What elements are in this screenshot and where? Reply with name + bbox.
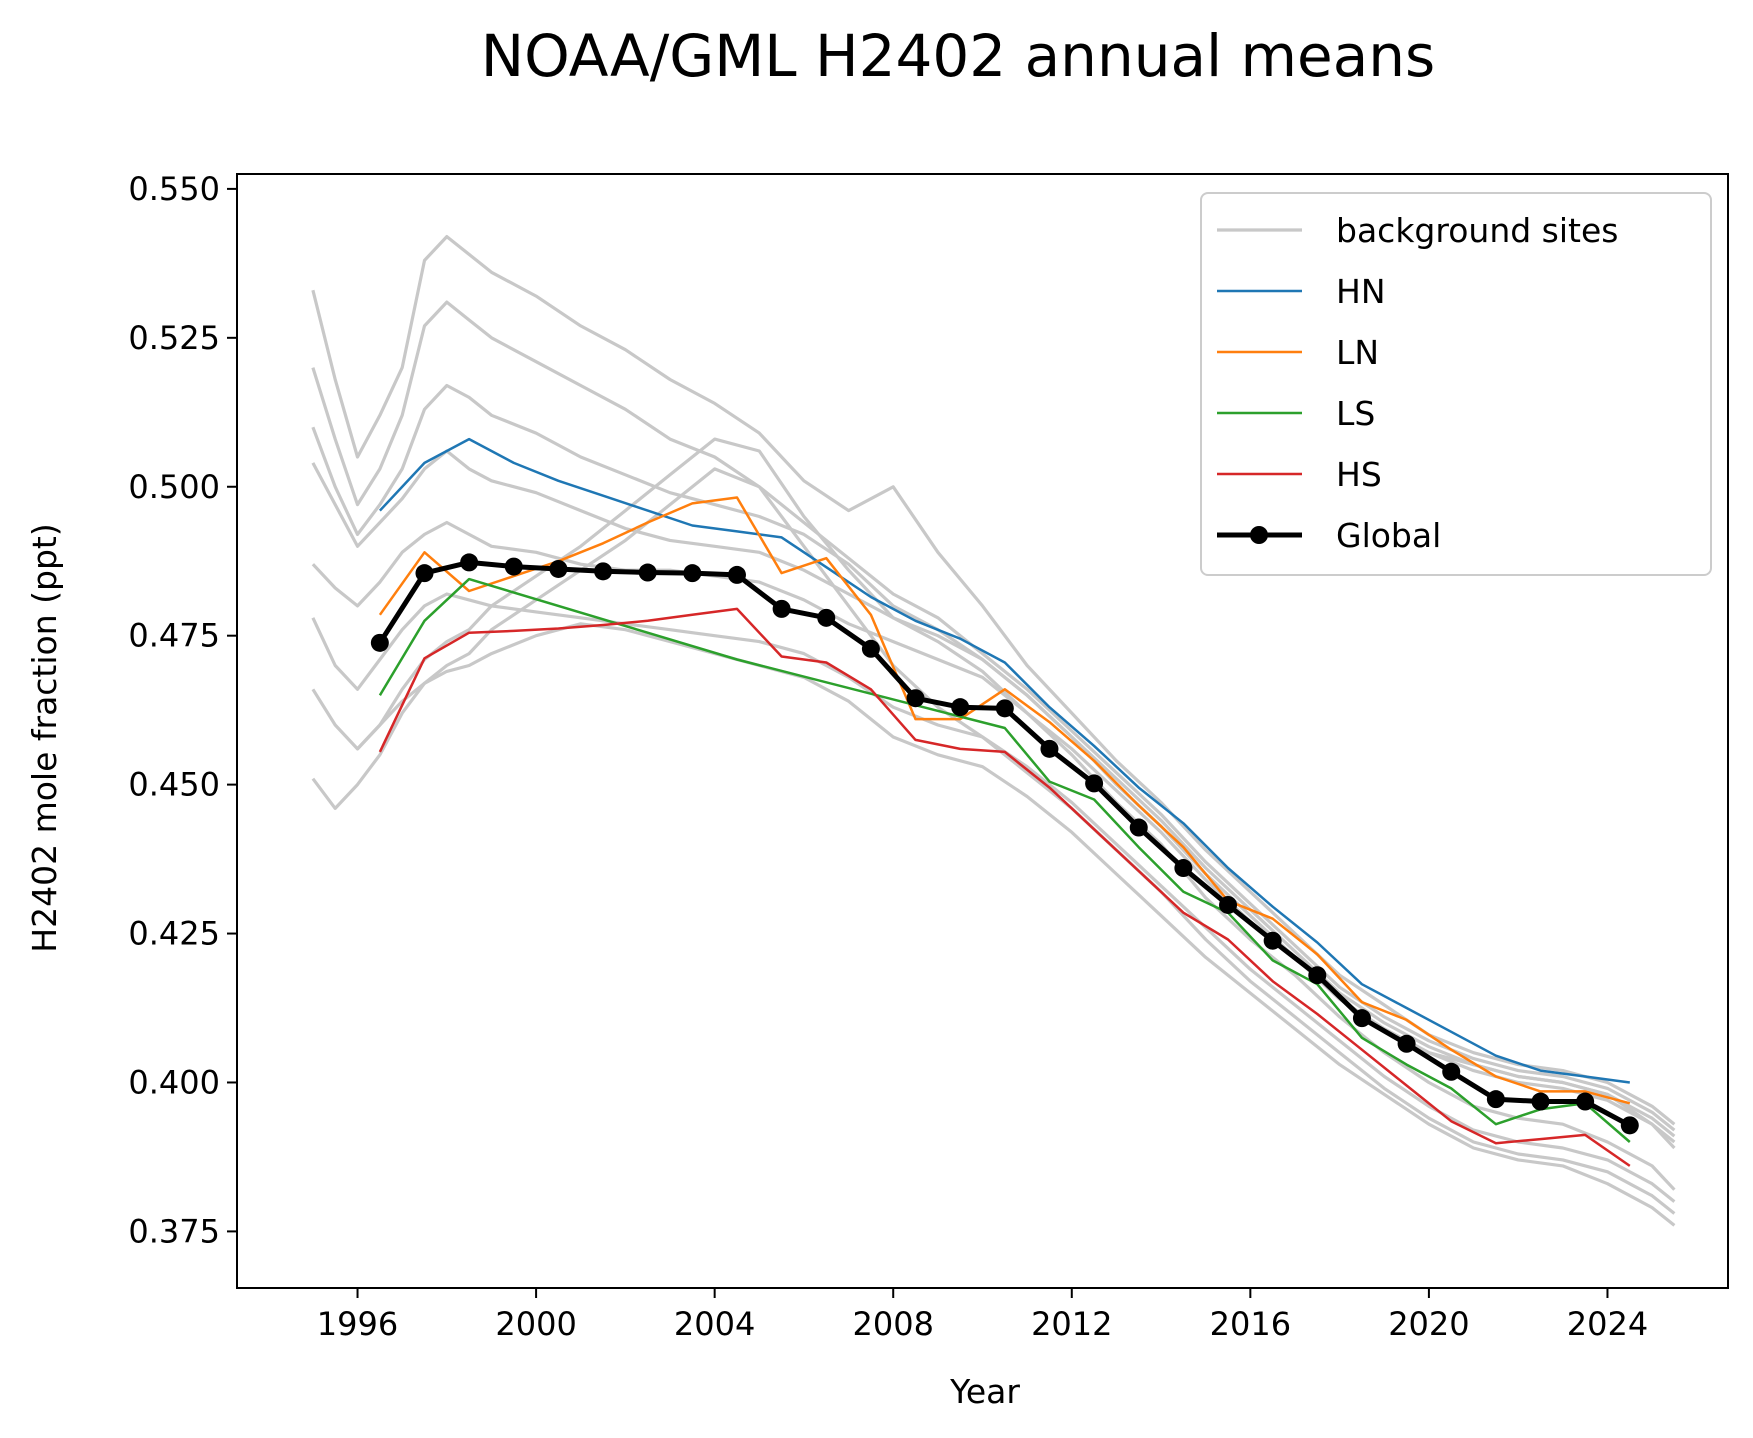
legend-label: Global xyxy=(1336,516,1441,555)
background-site-line-4 xyxy=(311,520,1676,1144)
global-point xyxy=(727,565,746,584)
chart-title: NOAA/GML H2402 annual means xyxy=(481,22,1436,90)
x-tick-label: 2000 xyxy=(495,1305,576,1343)
global-point xyxy=(638,563,657,582)
global-point xyxy=(504,557,523,576)
global-point xyxy=(861,639,880,658)
global-point xyxy=(683,564,702,583)
global-point xyxy=(1040,739,1059,758)
global-point xyxy=(1576,1092,1595,1111)
global-point xyxy=(1620,1116,1639,1135)
global-point xyxy=(1308,966,1327,985)
global-point xyxy=(1263,931,1282,950)
x-tick-label: 2012 xyxy=(1031,1305,1112,1343)
background-site-line-6 xyxy=(311,467,1676,1215)
global-point xyxy=(772,599,791,618)
global-point xyxy=(1442,1062,1461,1081)
legend-label: HS xyxy=(1336,455,1382,494)
global-point xyxy=(995,699,1014,718)
background-site-line-8 xyxy=(311,383,1676,1150)
global-point xyxy=(415,564,434,583)
global-point xyxy=(594,562,613,581)
global-point xyxy=(549,559,568,578)
y-tick-label: 0.525 xyxy=(128,319,220,357)
x-tick-label: 2024 xyxy=(1567,1305,1648,1343)
background-site-line-2 xyxy=(311,300,1676,1132)
global-point xyxy=(817,608,836,627)
x-tick-label: 2008 xyxy=(852,1305,933,1343)
background-site-line-5 xyxy=(311,437,1676,1191)
global-point xyxy=(1174,859,1193,878)
x-tick-label: 2016 xyxy=(1210,1305,1291,1343)
global-point xyxy=(1085,774,1104,793)
y-axis-ticks: 0.375 0.400 0.425 0.450 0.475 0.500 0.525 0.550 xyxy=(128,170,237,1250)
global-point xyxy=(951,698,970,717)
global-point xyxy=(1219,895,1238,914)
x-axis-label: Year xyxy=(949,1372,1020,1411)
legend: background sites HN LN LS HS Global xyxy=(1200,192,1712,576)
background-site-line-1 xyxy=(311,235,1676,1126)
legend-marker xyxy=(1250,526,1268,544)
global-point xyxy=(460,553,479,572)
global-point xyxy=(1352,1009,1371,1028)
y-tick-label: 0.400 xyxy=(128,1063,220,1101)
x-tick-label: 2004 xyxy=(674,1305,755,1343)
legend-label: LS xyxy=(1336,394,1375,433)
global-point xyxy=(1397,1034,1416,1053)
global-point xyxy=(370,633,389,652)
y-tick-label: 0.500 xyxy=(128,468,220,506)
series-line-hn xyxy=(378,437,1630,1084)
global-point xyxy=(1486,1090,1505,1109)
global-point xyxy=(1129,818,1148,837)
legend-label: LN xyxy=(1336,333,1379,372)
y-axis-label: H2402 mole fraction (ppt) xyxy=(25,523,64,952)
y-tick-label: 0.375 xyxy=(128,1212,220,1250)
y-tick-label: 0.550 xyxy=(128,170,220,208)
series-line-ln xyxy=(378,496,1631,1105)
x-axis-ticks: 1996 2000 2004 2008 2012 2016 2020 2024 xyxy=(317,1288,1648,1343)
plot-frame xyxy=(236,173,1729,1289)
x-tick-label: 1996 xyxy=(317,1305,398,1343)
x-tick-label: 2020 xyxy=(1388,1305,1469,1343)
legend-box xyxy=(1200,192,1712,576)
y-tick-label: 0.425 xyxy=(128,915,220,953)
background-site-line-7 xyxy=(356,622,1676,1227)
y-tick-label: 0.450 xyxy=(128,766,220,804)
legend-label: background sites xyxy=(1336,211,1618,250)
y-tick-label: 0.475 xyxy=(128,617,220,655)
global-point xyxy=(1531,1092,1550,1111)
series-line-hs xyxy=(378,607,1631,1167)
legend-label: HN xyxy=(1336,272,1386,311)
global-point xyxy=(906,689,925,708)
global-markers-layer xyxy=(370,553,1639,1135)
